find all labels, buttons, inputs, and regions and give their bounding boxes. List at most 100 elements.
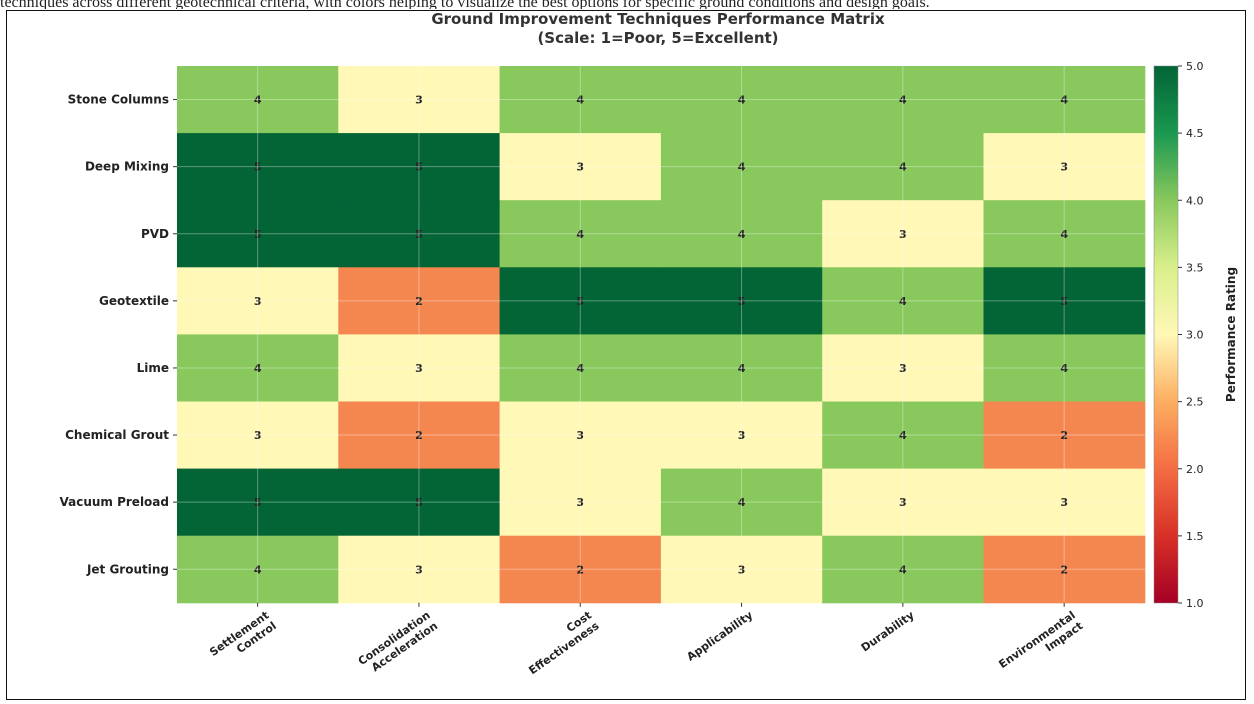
heatmap-cell: [983, 468, 1146, 537]
cell-value-label: 4: [576, 94, 584, 107]
heatmap-cell: [660, 66, 823, 134]
heatmap-cell: [338, 66, 501, 134]
chart-subtitle: (Scale: 1=Poor, 5=Excellent): [537, 29, 778, 47]
cell-value-label: 5: [576, 295, 584, 308]
heatmap-cell: [822, 401, 984, 470]
heatmap-cell: [660, 468, 823, 537]
heatmap-cell: [983, 133, 1146, 201]
heatmap-cell: [177, 468, 339, 537]
column-label-line: Effectiveness: [526, 619, 601, 677]
cell-value-label: 4: [899, 429, 907, 442]
row-label: Chemical Grout: [65, 428, 169, 442]
cell-value-label: 3: [738, 563, 746, 576]
column-label: Applicability: [684, 609, 755, 664]
heatmap-cell: [338, 535, 501, 604]
column-label: Durability: [859, 609, 917, 655]
heatmap-cell: [983, 66, 1146, 134]
heatmap-cell: [983, 535, 1146, 604]
cell-value-label: 4: [738, 496, 746, 509]
heatmap-cell: [822, 133, 984, 201]
heatmap-cell: [660, 133, 823, 201]
cell-value-label: 2: [415, 295, 423, 308]
colorbar-tick-label: 3.5: [1186, 261, 1204, 274]
cell-value-label: 3: [899, 362, 907, 375]
cell-value-label: 3: [576, 496, 584, 509]
row-label: Vacuum Preload: [59, 495, 169, 509]
cell-value-label: 3: [1060, 161, 1068, 174]
column-label-line: Durability: [859, 609, 917, 655]
cell-value-label: 4: [1060, 362, 1068, 375]
column-label: CostEffectiveness: [519, 608, 602, 677]
cell-value-label: 3: [1060, 496, 1068, 509]
cell-value-label: 4: [899, 295, 907, 308]
heatmap-cell: [338, 200, 501, 268]
cell-value-label: 3: [415, 563, 423, 576]
cell-value-label: 3: [899, 228, 907, 241]
cell-value-label: 4: [899, 563, 907, 576]
cell-value-label: 4: [738, 228, 746, 241]
heatmap-cell: [338, 133, 501, 201]
top-caption-fragment: techniques across different geotechnical…: [0, 0, 930, 9]
colorbar-tick-label: 1.0: [1186, 597, 1204, 610]
cell-value-label: 3: [254, 429, 262, 442]
heatmap-cell: [822, 66, 984, 134]
cell-value-label: 4: [254, 362, 262, 375]
cell-value-label: 2: [415, 429, 423, 442]
colorbar-tick-label: 4.5: [1186, 127, 1204, 140]
heatmap-cell: [822, 535, 984, 604]
heatmap-cell: [983, 334, 1146, 402]
heatmap-cell: [660, 535, 823, 604]
colorbar: [1153, 65, 1179, 604]
row-label: Deep Mixing: [85, 160, 169, 174]
cell-value-label: 4: [738, 362, 746, 375]
column-label: EnvironmentalImpact: [996, 609, 1085, 682]
heatmap-cell: [177, 535, 339, 604]
heatmap-cell: [338, 267, 501, 335]
cell-value-label: 5: [254, 161, 262, 174]
heatmap-cell: [177, 401, 339, 470]
heatmap-cell: [499, 267, 662, 335]
cell-value-label: 3: [415, 362, 423, 375]
colorbar-tick-label: 3.0: [1186, 329, 1204, 342]
cell-value-label: 4: [899, 161, 907, 174]
heatmap-cell: [660, 200, 823, 268]
cell-value-label: 5: [1060, 295, 1068, 308]
cell-value-label: 3: [899, 496, 907, 509]
heatmap-cell: [983, 200, 1146, 268]
cell-value-label: 4: [738, 161, 746, 174]
heatmap-cell: [499, 133, 662, 201]
cell-value-label: 2: [576, 563, 584, 576]
cell-value-label: 4: [254, 94, 262, 107]
cell-value-label: 4: [738, 94, 746, 107]
row-label: Jet Grouting: [86, 562, 169, 576]
cell-value-label: 4: [1060, 228, 1068, 241]
heatmap-cell: [822, 267, 984, 335]
cell-value-label: 5: [415, 228, 423, 241]
colorbar-label: Performance Rating: [1224, 267, 1238, 402]
heatmap-cell: [660, 401, 823, 470]
heatmap-cell: [177, 133, 339, 201]
cell-value-label: 5: [415, 161, 423, 174]
cell-value-label: 5: [254, 496, 262, 509]
heatmap-cell: [499, 401, 662, 470]
chart-title: Ground Improvement Techniques Performanc…: [431, 11, 885, 28]
heatmap-cell: [177, 267, 339, 335]
heatmap-cell: [338, 468, 501, 537]
column-label: ConsolidationAcceleration: [356, 609, 440, 679]
heatmap-cell: [983, 267, 1146, 335]
heatmap-cell: [822, 200, 984, 268]
heatmap-cell: [499, 334, 662, 402]
cell-value-label: 4: [1060, 94, 1068, 107]
heatmap-cell: [499, 200, 662, 268]
row-label: Lime: [137, 361, 169, 375]
column-label-line: Applicability: [684, 609, 755, 664]
cell-value-label: 5: [254, 228, 262, 241]
row-label: Geotextile: [99, 294, 169, 308]
row-label: Stone Columns: [68, 93, 169, 107]
heatmap-cell: [660, 334, 823, 402]
heatmap-cell: [499, 535, 662, 604]
colorbar-tick-label: 4.0: [1186, 194, 1204, 207]
heatmap-chart: Ground Improvement Techniques Performanc…: [59, 11, 1238, 682]
heatmap-cell: [822, 468, 984, 537]
column-label: SettlementControl: [207, 609, 279, 670]
